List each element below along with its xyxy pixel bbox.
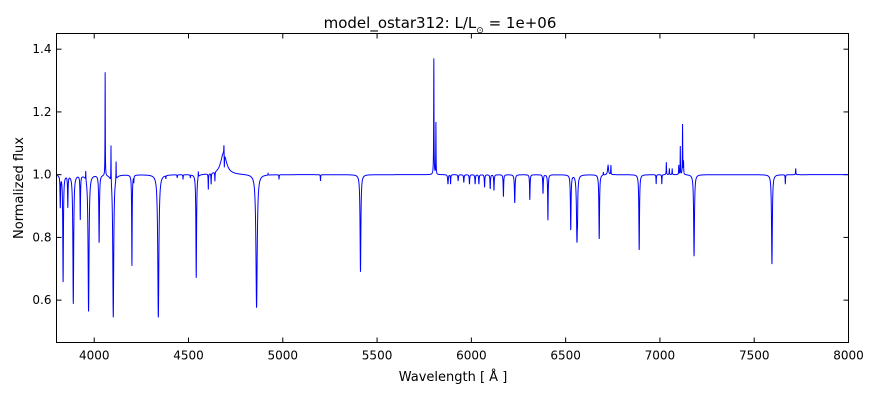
- x-tick-label: 7000: [645, 349, 676, 363]
- x-tick-label: 4500: [173, 349, 204, 363]
- chart-title-suffix: = 1e+06: [484, 14, 557, 32]
- x-tick-label: 5500: [362, 349, 393, 363]
- x-tick-label: 6000: [456, 349, 487, 363]
- y-tick-label: 1.4: [32, 42, 51, 56]
- x-axis-label: Wavelength [ Å ]: [399, 369, 508, 385]
- x-tick-label: 8000: [833, 349, 864, 363]
- axis-ticks: 4000 4500 5000 5500 6000 6500 7000 7500 8000 0.6 0…: [32, 33, 864, 363]
- x-tick-label: 5000: [268, 349, 299, 363]
- y-axis-label: Normalized flux: [12, 137, 27, 239]
- chart-title-main: model_ostar312: L/L: [324, 14, 477, 33]
- y-tick-label: 1.2: [32, 105, 51, 119]
- series-line-spectrum: [56, 58, 849, 318]
- y-tick-label: 0.8: [32, 230, 51, 244]
- chart-title-subscript: ⊙: [476, 26, 484, 36]
- chart-title: model_ostar312: L/L⊙ = 1e+06: [324, 14, 557, 36]
- x-tick-label: 4000: [79, 349, 110, 363]
- x-tick-label: 6500: [550, 349, 581, 363]
- plot-frame: [56, 33, 849, 343]
- y-tick-label: 1.0: [32, 168, 51, 182]
- y-tick-label: 0.6: [32, 293, 51, 307]
- x-tick-label: 7500: [739, 349, 770, 363]
